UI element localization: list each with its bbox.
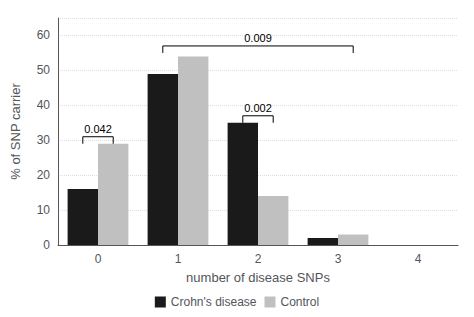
svg-text:3: 3 (335, 252, 342, 266)
svg-text:number of disease SNPs: number of disease SNPs (186, 270, 330, 285)
svg-text:2: 2 (255, 252, 262, 266)
svg-text:20: 20 (37, 168, 51, 182)
svg-text:1: 1 (175, 252, 182, 266)
svg-text:0.002: 0.002 (244, 102, 272, 114)
svg-text:0.042: 0.042 (84, 123, 112, 135)
svg-text:4: 4 (415, 252, 422, 266)
svg-text:0.009: 0.009 (244, 32, 272, 44)
svg-text:0: 0 (43, 238, 50, 252)
svg-text:50: 50 (37, 63, 51, 77)
svg-text:% of SNP carrier: % of SNP carrier (8, 83, 23, 180)
svg-text:10: 10 (37, 203, 51, 217)
svg-text:30: 30 (37, 133, 51, 147)
svg-text:0: 0 (95, 252, 102, 266)
svg-text:Crohn's disease: Crohn's disease (171, 295, 257, 309)
svg-text:40: 40 (37, 98, 51, 112)
svg-text:Control: Control (280, 295, 319, 309)
svg-text:60: 60 (37, 28, 51, 42)
